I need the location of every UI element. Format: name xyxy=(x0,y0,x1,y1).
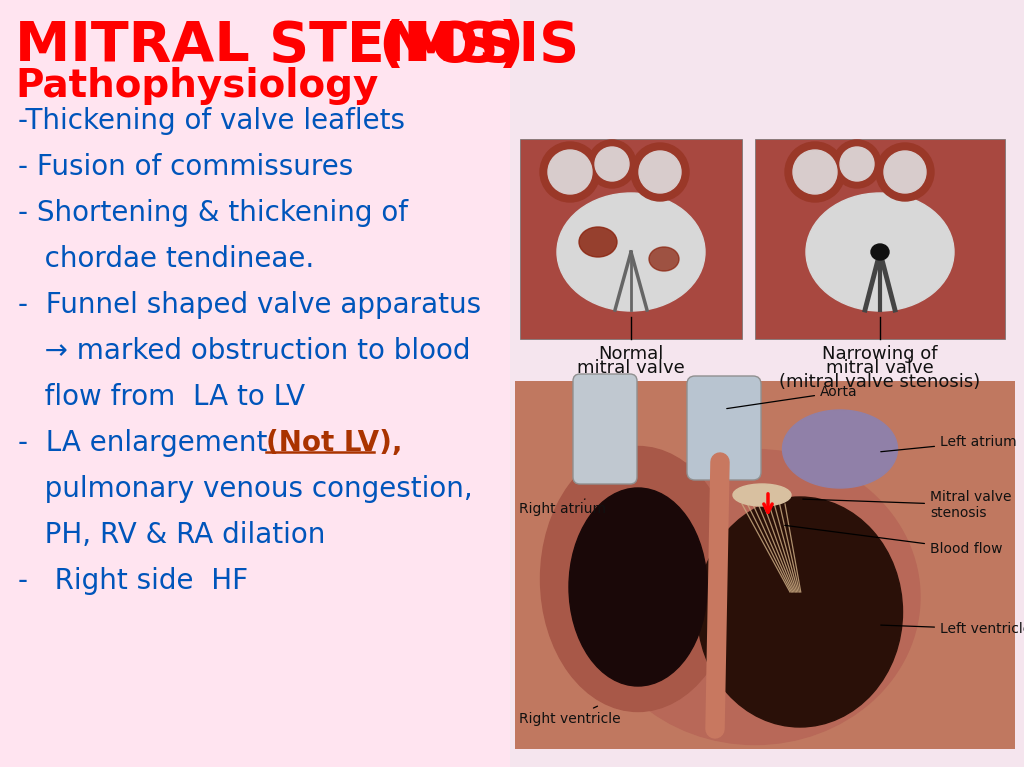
Text: Narrowing of: Narrowing of xyxy=(822,345,938,363)
Circle shape xyxy=(833,140,881,188)
Text: Left ventricle: Left ventricle xyxy=(881,622,1024,636)
Text: chordae tendineae.: chordae tendineae. xyxy=(18,245,314,273)
Text: Aorta: Aorta xyxy=(727,385,858,409)
Ellipse shape xyxy=(579,227,617,257)
Text: pulmonary venous congestion,: pulmonary venous congestion, xyxy=(18,475,473,503)
Text: mitral valve: mitral valve xyxy=(578,359,685,377)
Circle shape xyxy=(548,150,592,194)
FancyBboxPatch shape xyxy=(515,381,1015,749)
Text: MITRAL STENOSIS: MITRAL STENOSIS xyxy=(15,19,598,73)
Text: Left atrium: Left atrium xyxy=(881,435,1017,452)
Ellipse shape xyxy=(697,497,902,727)
Text: -Thickening of valve leaflets: -Thickening of valve leaflets xyxy=(18,107,406,135)
Ellipse shape xyxy=(649,247,679,271)
Ellipse shape xyxy=(569,488,707,686)
Text: Normal: Normal xyxy=(598,345,664,363)
Circle shape xyxy=(588,140,636,188)
Ellipse shape xyxy=(871,244,889,260)
Circle shape xyxy=(540,142,600,202)
Circle shape xyxy=(785,142,845,202)
Text: (MS): (MS) xyxy=(378,19,524,73)
Text: Mitral valve
stenosis: Mitral valve stenosis xyxy=(803,490,1012,520)
FancyBboxPatch shape xyxy=(687,376,761,480)
Circle shape xyxy=(884,151,926,193)
Circle shape xyxy=(876,143,934,201)
Text: -  Funnel shaped valve apparatus: - Funnel shaped valve apparatus xyxy=(18,291,481,319)
Text: - Fusion of commissures: - Fusion of commissures xyxy=(18,153,353,181)
Text: -  LA enlargement: - LA enlargement xyxy=(18,429,285,457)
Ellipse shape xyxy=(590,449,920,745)
Ellipse shape xyxy=(557,193,705,311)
Circle shape xyxy=(793,150,837,194)
Text: mitral valve: mitral valve xyxy=(826,359,934,377)
Text: (Not LV),: (Not LV), xyxy=(266,429,402,457)
FancyBboxPatch shape xyxy=(573,374,637,484)
Text: Right ventricle: Right ventricle xyxy=(519,706,621,726)
FancyBboxPatch shape xyxy=(755,139,1005,339)
Text: -   Right side  HF: - Right side HF xyxy=(18,567,248,595)
Ellipse shape xyxy=(541,446,735,712)
Circle shape xyxy=(840,147,874,181)
Circle shape xyxy=(639,151,681,193)
Text: Pathophysiology: Pathophysiology xyxy=(15,67,379,105)
Text: Blood flow: Blood flow xyxy=(784,525,1002,556)
Text: (mitral valve stenosis): (mitral valve stenosis) xyxy=(779,373,981,391)
Circle shape xyxy=(595,147,629,181)
FancyBboxPatch shape xyxy=(520,139,742,339)
Ellipse shape xyxy=(806,193,954,311)
Ellipse shape xyxy=(733,484,791,506)
FancyBboxPatch shape xyxy=(510,0,1024,767)
Text: - Shortening & thickening of: - Shortening & thickening of xyxy=(18,199,408,227)
Text: flow from  LA to LV: flow from LA to LV xyxy=(18,383,305,411)
Text: PH, RV & RA dilation: PH, RV & RA dilation xyxy=(18,521,326,549)
Text: → marked obstruction to blood: → marked obstruction to blood xyxy=(18,337,470,365)
Text: Right atrium: Right atrium xyxy=(519,499,606,516)
Circle shape xyxy=(631,143,689,201)
Ellipse shape xyxy=(782,410,897,488)
